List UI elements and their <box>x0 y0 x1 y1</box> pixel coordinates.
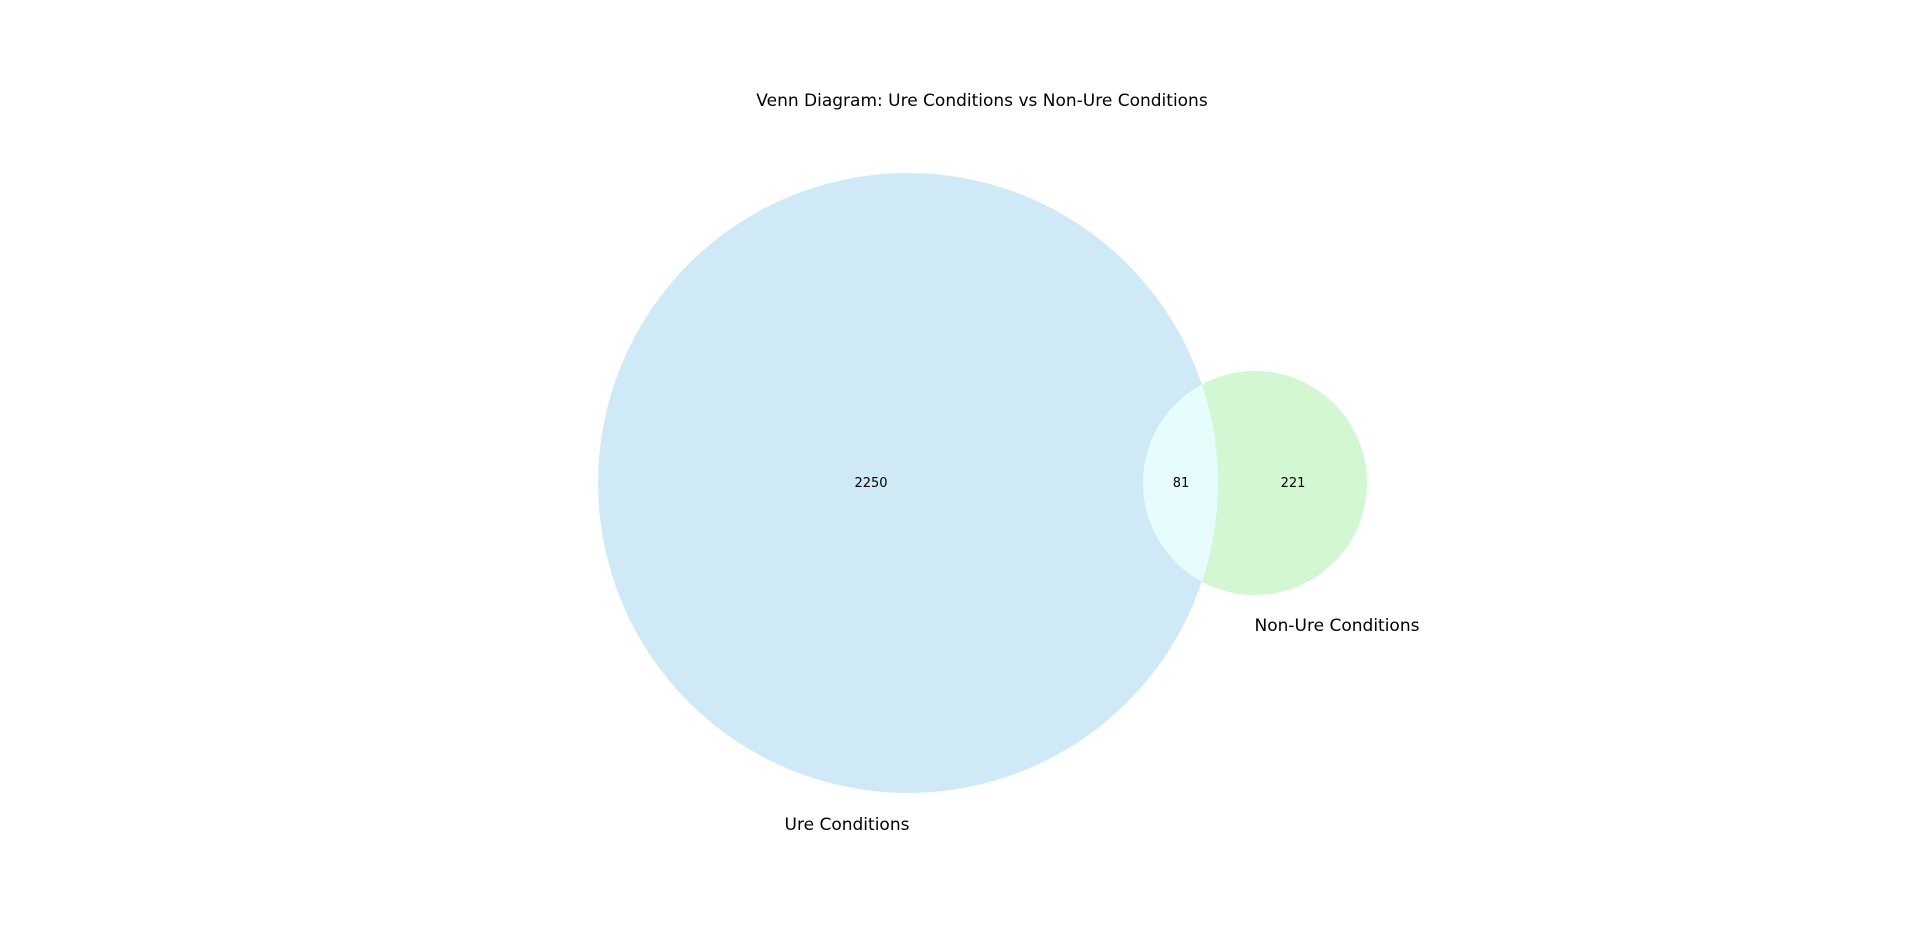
set-label-non-ure-conditions: Non-Ure Conditions <box>1255 616 1420 636</box>
set-label-ure-conditions: Ure Conditions <box>785 815 910 835</box>
non-ure-only-count: 221 <box>1281 476 1306 491</box>
intersection-count: 81 <box>1173 476 1190 491</box>
ure-only-count: 2250 <box>854 476 887 491</box>
diagram-title: Venn Diagram: Ure Conditions vs Non-Ure … <box>756 91 1208 111</box>
set-circle-ure-conditions <box>598 173 1218 793</box>
